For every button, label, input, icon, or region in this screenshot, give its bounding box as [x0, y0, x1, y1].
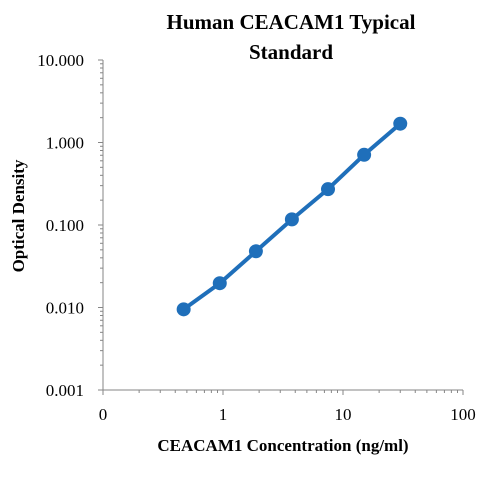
- data-point: [284, 212, 299, 227]
- data-point: [212, 276, 227, 291]
- x-axis-label: CEACAM1 Concentration (ng/ml): [157, 436, 408, 455]
- chart-title-line-2: Standard: [249, 40, 333, 64]
- y-tick-label: 0.100: [46, 216, 84, 235]
- chart-title-line-1: Human CEACAM1 Typical: [167, 10, 416, 34]
- y-tick-label: 10.000: [37, 51, 84, 70]
- y-tick-label: 0.010: [46, 299, 84, 318]
- data-point: [357, 147, 372, 162]
- y-axis-ticks: 0.001 0.010 0.100 1.000 10.000: [37, 51, 103, 400]
- data-point: [248, 244, 263, 259]
- series-group: [176, 116, 408, 317]
- data-point: [393, 116, 408, 131]
- x-tick-label: 10: [335, 405, 352, 424]
- x-tick-label: 100: [450, 405, 476, 424]
- data-point: [321, 182, 336, 197]
- data-point: [176, 302, 191, 317]
- x-tick-label: 0: [99, 405, 108, 424]
- x-axis-ticks: 0 1 10 100: [99, 390, 476, 424]
- y-axis-label: Optical Density: [9, 159, 28, 272]
- x-tick-label: 1: [219, 405, 228, 424]
- y-tick-label: 1.000: [46, 134, 84, 153]
- y-tick-label: 0.001: [46, 381, 84, 400]
